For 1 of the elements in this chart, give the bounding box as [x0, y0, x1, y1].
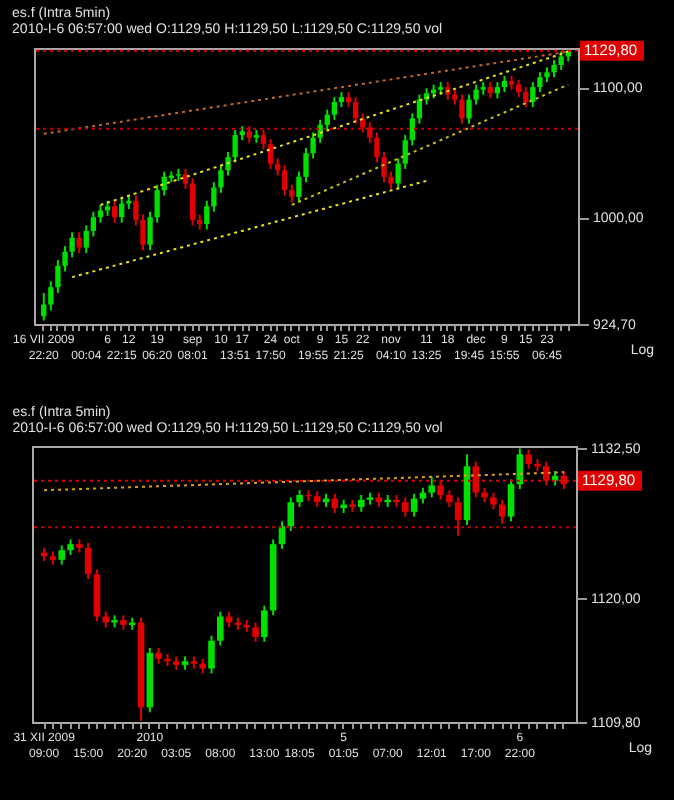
candlestick	[111, 614, 118, 629]
